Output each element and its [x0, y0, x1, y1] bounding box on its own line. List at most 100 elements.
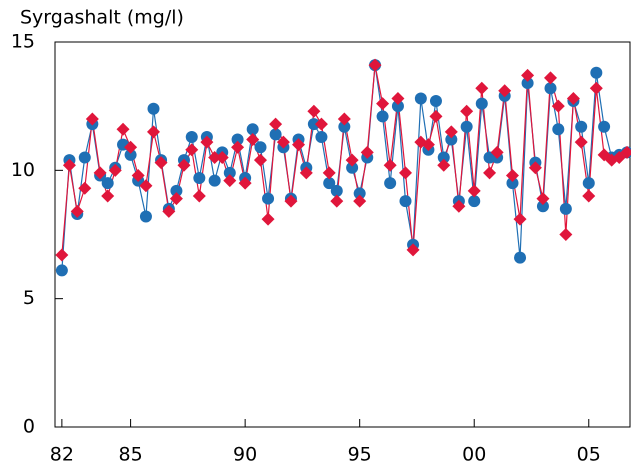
point: [589, 81, 603, 95]
point: [391, 91, 405, 105]
point: [582, 189, 596, 203]
point: [269, 117, 283, 131]
point: [544, 82, 557, 95]
point: [498, 84, 512, 98]
point: [544, 71, 558, 85]
point: [475, 81, 489, 95]
point: [384, 177, 397, 190]
point: [193, 172, 206, 185]
point: [314, 117, 328, 131]
point: [307, 118, 320, 131]
point: [154, 156, 168, 170]
point: [376, 110, 389, 123]
point: [353, 194, 367, 208]
point: [346, 161, 359, 174]
point: [262, 192, 275, 205]
point: [93, 166, 107, 180]
point: [147, 102, 160, 115]
point: [338, 120, 351, 133]
point: [139, 179, 153, 193]
point: [506, 177, 519, 190]
x-tick-label: 82: [50, 444, 74, 466]
x-tick-label: 90: [233, 444, 257, 466]
point: [467, 184, 481, 198]
point: [139, 210, 152, 223]
series-line: [61, 65, 628, 271]
point: [78, 181, 92, 195]
point: [468, 195, 481, 208]
point: [254, 141, 267, 154]
point: [315, 130, 328, 143]
point: [582, 177, 595, 190]
point: [215, 151, 229, 164]
point: [429, 109, 443, 123]
point: [620, 145, 631, 159]
x-tick-label: 00: [462, 444, 486, 466]
point: [124, 140, 138, 154]
point: [85, 112, 99, 126]
point: [337, 112, 351, 126]
point: [383, 158, 397, 172]
point: [246, 123, 259, 136]
chart-title: Syrgashalt (mg/l): [20, 7, 184, 29]
point: [208, 174, 221, 187]
point: [551, 99, 565, 113]
plot-frame: [54, 41, 631, 428]
point: [299, 166, 313, 180]
point: [575, 120, 588, 133]
point: [345, 153, 359, 167]
point: [276, 135, 290, 149]
point: [253, 153, 267, 167]
point: [131, 168, 145, 182]
point: [169, 192, 183, 206]
point: [376, 97, 390, 111]
y-tick-label: 10: [11, 159, 35, 181]
point: [514, 251, 527, 264]
point: [307, 104, 321, 118]
point: [192, 189, 206, 203]
point: [490, 145, 504, 159]
point: [536, 192, 550, 206]
point: [590, 66, 603, 79]
point: [101, 177, 114, 190]
point: [406, 243, 420, 257]
point: [429, 95, 442, 108]
point: [323, 177, 336, 190]
point: [437, 158, 451, 172]
point: [162, 204, 176, 218]
point: [55, 264, 68, 277]
point: [598, 120, 611, 133]
point: [269, 128, 282, 141]
point: [208, 151, 222, 164]
point: [444, 125, 458, 139]
point: [322, 166, 336, 180]
point: [231, 140, 245, 154]
y-tick-label: 15: [11, 31, 35, 53]
point: [223, 166, 236, 179]
point: [513, 212, 527, 226]
point: [70, 204, 84, 218]
point: [284, 194, 298, 208]
point: [238, 176, 252, 190]
point: [330, 194, 344, 208]
point: [108, 163, 122, 177]
point: [566, 91, 580, 105]
point: [391, 100, 404, 113]
point: [360, 145, 374, 159]
point: [414, 92, 427, 105]
x-tick-label: 95: [348, 444, 372, 466]
point: [147, 125, 161, 139]
y-tick-label: 0: [23, 416, 35, 438]
point: [124, 148, 137, 161]
point: [552, 123, 565, 136]
point: [452, 199, 466, 213]
point: [437, 151, 450, 164]
point: [574, 135, 588, 149]
point: [261, 212, 275, 226]
point: [528, 161, 542, 175]
point: [185, 130, 198, 143]
series-line: [61, 64, 628, 256]
point: [460, 120, 473, 133]
point: [559, 202, 572, 215]
